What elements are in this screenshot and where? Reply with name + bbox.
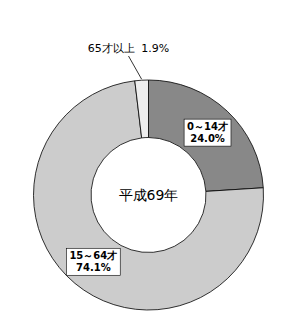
data-label-group: 15～64才74.1% xyxy=(66,248,120,275)
data-label: 0～14才24.0% xyxy=(187,121,228,144)
value-label: 74.1% xyxy=(76,262,111,273)
category-label: 0～14才 xyxy=(187,121,228,132)
callout-label: 65才以上 1.9% xyxy=(88,42,170,55)
chart-svg: 0～14才24.0% 15～64才74.1% 65才以上 1.9% 平成69年 xyxy=(0,0,297,336)
data-label-group: 0～14才24.0% xyxy=(184,119,231,146)
category-label: 65才以上 xyxy=(88,42,135,55)
value-label: 24.0% xyxy=(190,133,225,144)
callout-line xyxy=(129,56,142,79)
slice xyxy=(135,80,149,138)
slice xyxy=(149,80,264,191)
value-label: 1.9% xyxy=(141,42,169,55)
slice xyxy=(33,81,263,310)
data-label: 15～64才74.1% xyxy=(69,250,117,273)
chart-container: 0～14才24.0% 15～64才74.1% 65才以上 1.9% 平成69年 xyxy=(0,0,297,336)
category-label: 15～64才 xyxy=(69,250,117,261)
title: 平成69年 xyxy=(119,187,179,203)
label-box xyxy=(66,248,120,275)
label-box xyxy=(184,119,231,146)
pie-group: 0～14才24.0% 15～64才74.1% 65才以上 1.9% xyxy=(33,42,263,310)
